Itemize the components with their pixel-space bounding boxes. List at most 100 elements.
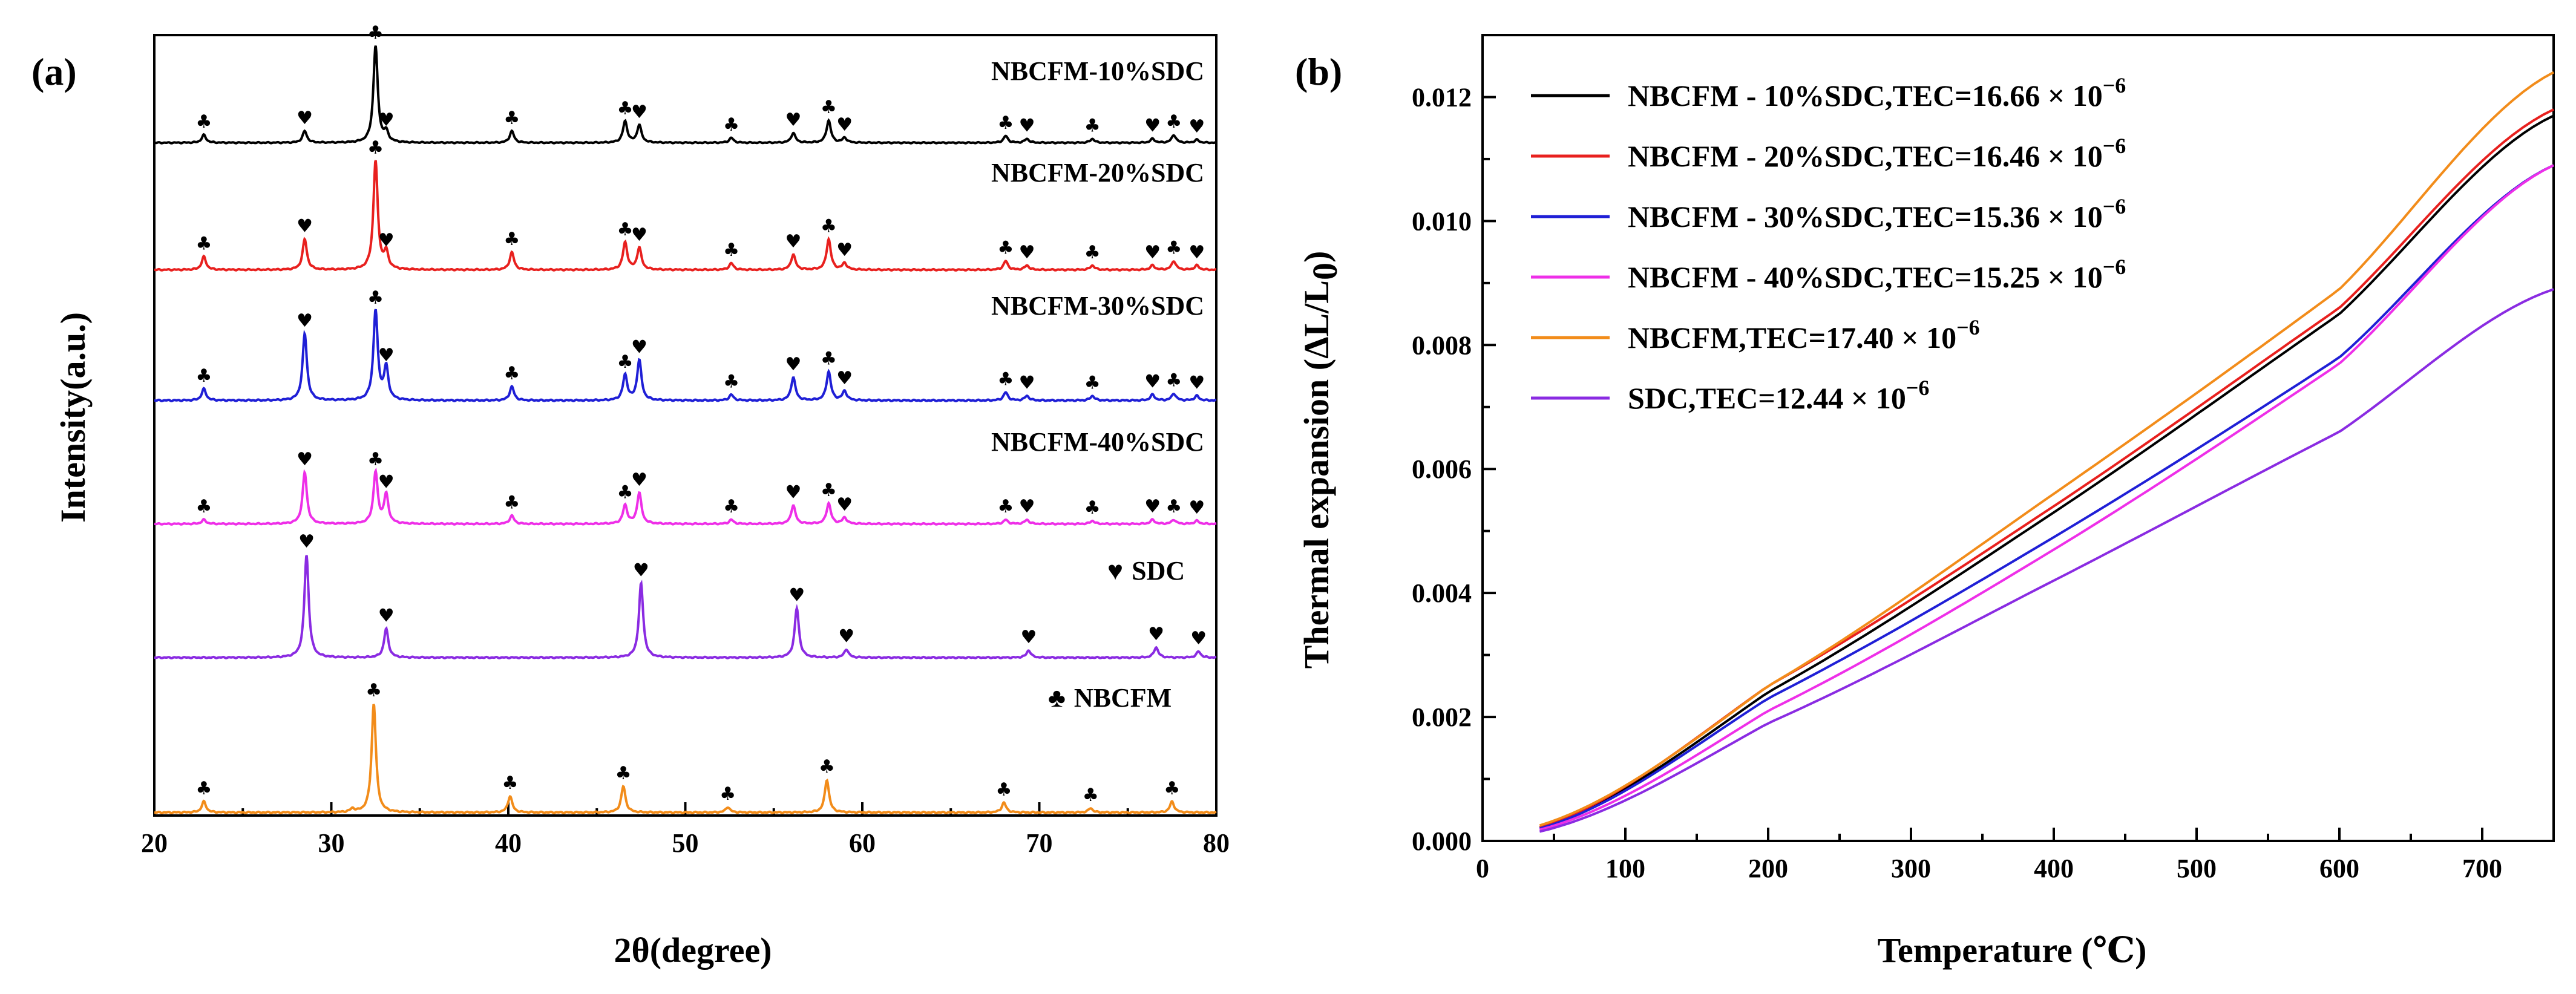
club-icon: ♣ [502, 773, 518, 794]
club-icon: ♣ [819, 756, 835, 777]
heart-icon: ♥ [1019, 496, 1035, 517]
xrd-pattern-line [154, 309, 1217, 403]
tec-y-axis-title: Thermal expansion (ΔL/L0) [1297, 251, 1345, 669]
club-icon: ♣ [195, 111, 212, 132]
xrd-y-axis-title: Intensity(a.u.) [53, 312, 93, 523]
tec-curve [1539, 114, 2554, 829]
heart-icon: ♥ [378, 110, 395, 131]
heart-icon: ♥ [785, 231, 801, 252]
club-icon: ♣ [367, 449, 384, 470]
club-icon: ♣ [719, 783, 736, 805]
tec-y-tick-label: 0.000 [1412, 826, 1472, 856]
club-icon: ♣ [195, 233, 212, 254]
tec-legend-label: NBCFM - 30%SDC,TEC=15.36 × 10−6 [1628, 194, 2126, 234]
heart-icon: ♥ [631, 337, 647, 358]
heart-icon: ♥ [1019, 242, 1035, 263]
tec-x-tick-label: 400 [2034, 854, 2074, 883]
tec-series-group [1539, 71, 2554, 833]
tec-y-tick-label: 0.006 [1412, 454, 1472, 484]
club-icon: ♣ [1165, 496, 1182, 517]
heart-icon: ♥ [1144, 116, 1161, 137]
club-icon: ♣ [195, 365, 212, 387]
xrd-pattern-line [154, 555, 1217, 659]
heart-icon: ♥ [1019, 116, 1035, 137]
heart-icon: ♥ [1019, 372, 1035, 393]
xrd-pattern-line [154, 160, 1217, 272]
xrd-pattern-line [154, 45, 1217, 145]
tec-x-tick-label: 500 [2177, 854, 2217, 883]
club-icon: ♣ [617, 482, 634, 503]
club-icon: ♣ [723, 371, 739, 393]
club-icon: ♣ [1084, 372, 1101, 393]
club-icon: ♣ [1048, 683, 1066, 713]
tec-x-tick-label: 0 [1476, 854, 1489, 883]
heart-icon: ♥ [838, 626, 854, 647]
tec-curve [1539, 288, 2554, 833]
xrd-series-label: NBCFM-20%SDC [991, 158, 1204, 188]
heart-icon: ♥ [1188, 497, 1205, 518]
xrd-pattern-line [154, 704, 1217, 815]
tec-legend: NBCFM - 10%SDC,TEC=16.66 × 10−6 NBCFM - 2… [1531, 73, 2126, 415]
tec-y-tick-label: 0.012 [1412, 82, 1472, 112]
club-icon: ♣ [723, 240, 739, 261]
heart-icon: ♥ [297, 310, 313, 332]
heart-icon: ♥ [1107, 556, 1123, 586]
club-icon: ♣ [821, 97, 837, 118]
club-icon: ♣ [365, 680, 382, 701]
club-icon: ♣ [615, 763, 632, 784]
tec-x-tick-label: 600 [2319, 854, 2359, 883]
club-icon: ♣ [503, 229, 520, 250]
tec-x-axis-title: Temperature (℃) [1878, 930, 2147, 970]
club-icon: ♣ [997, 238, 1014, 259]
tec-axis-ticks: 0 100 200 300 400 500 600 700 0.000 0.002 0.004 0.0… [1412, 82, 2502, 883]
heart-icon: ♥ [631, 224, 647, 246]
heart-icon: ♥ [836, 240, 853, 261]
club-icon: ♣ [367, 22, 384, 44]
xrd-panel: (a) Intensity(a.u.) 2θ(degree) 20 30 40 50 6… [31, 22, 1230, 970]
tec-legend-label: SDC,TEC=12.44 × 10−6 [1628, 376, 1929, 415]
heart-icon: ♥ [1188, 116, 1205, 137]
club-icon: ♣ [1165, 238, 1182, 259]
heart-icon: ♥ [297, 449, 313, 470]
xrd-pattern-line [154, 467, 1217, 526]
heart-icon: ♥ [785, 482, 801, 503]
xrd-series-label: NBCFM-10%SDC [991, 56, 1204, 86]
tec-x-tick-label: 200 [1748, 854, 1788, 883]
tec-legend-label: NBCFM,TEC=17.40 × 10−6 [1628, 315, 1980, 355]
club-icon: ♣ [617, 219, 634, 240]
club-icon: ♣ [503, 492, 520, 513]
heart-icon: ♥ [378, 471, 395, 492]
heart-icon: ♥ [785, 110, 801, 131]
heart-icon: ♥ [298, 531, 315, 552]
tec-curve [1539, 71, 2554, 827]
panel-label-b: (b) [1295, 50, 1342, 93]
club-icon: ♣ [723, 114, 739, 136]
xrd-series-nbcfm-10-sdc: ♣ ♥♣♥ ♣ ♣♥♣ ♥♣♥ ♣ ♥ ♣ ♥ ♣ ♥NBCFM-10%SDC [154, 22, 1217, 145]
nbcfm-marker-legend: ♣ NBCFM [1048, 683, 1172, 713]
club-icon: ♣ [997, 113, 1014, 134]
xrd-x-tick-label: 60 [849, 828, 876, 858]
xrd-x-tick-label: 70 [1026, 828, 1053, 858]
club-icon: ♣ [1084, 242, 1101, 263]
tec-x-tick-label: 700 [2462, 854, 2502, 883]
heart-icon: ♥ [297, 216, 313, 237]
heart-icon: ♥ [633, 560, 649, 581]
tec-plot-frame [1481, 34, 2555, 842]
tec-legend-label: NBCFM - 40%SDC,TEC=15.25 × 10−6 [1628, 255, 2126, 294]
heart-icon: ♥ [378, 230, 395, 251]
club-icon: ♣ [1084, 116, 1101, 137]
xrd-marker-legend: ♥ SDC ♣ NBCFM [1048, 556, 1185, 713]
xrd-series-label: NBCFM-30%SDC [991, 291, 1204, 321]
tec-x-tick-label: 100 [1605, 854, 1645, 883]
club-icon: ♣ [617, 98, 634, 119]
tec-legend-label: NBCFM - 20%SDC,TEC=16.46 × 10−6 [1628, 134, 2126, 173]
club-icon: ♣ [367, 287, 384, 309]
heart-icon: ♥ [788, 584, 805, 606]
panel-label-a: (a) [31, 50, 77, 93]
heart-icon: ♥ [785, 354, 801, 375]
heart-icon: ♥ [378, 345, 395, 366]
xrd-series-nbcfm-20-sdc: ♣♥♣♥ ♣ ♣♥♣ ♥♣♥ ♣ ♥ ♣ ♥ ♣ ♥NBCFM-20%SDC [154, 137, 1217, 272]
tec-legend-label: NBCFM - 10%SDC,TEC=16.66 × 10−6 [1628, 73, 2126, 113]
club-icon: ♣ [821, 348, 837, 370]
xrd-x-ticks: 20 30 40 50 60 70 80 [141, 802, 1230, 858]
